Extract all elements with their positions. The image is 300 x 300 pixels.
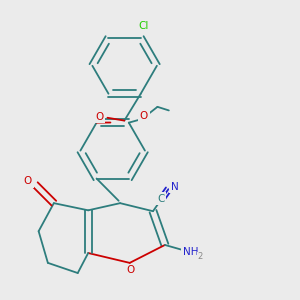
Text: O: O: [95, 112, 104, 122]
Text: O: O: [127, 265, 135, 275]
Text: O: O: [24, 176, 32, 186]
Text: C: C: [157, 194, 165, 204]
Text: Cl: Cl: [139, 21, 149, 31]
Text: NH: NH: [183, 248, 199, 257]
Text: 2: 2: [197, 252, 203, 261]
Text: N: N: [171, 182, 179, 192]
Text: O: O: [140, 111, 148, 121]
